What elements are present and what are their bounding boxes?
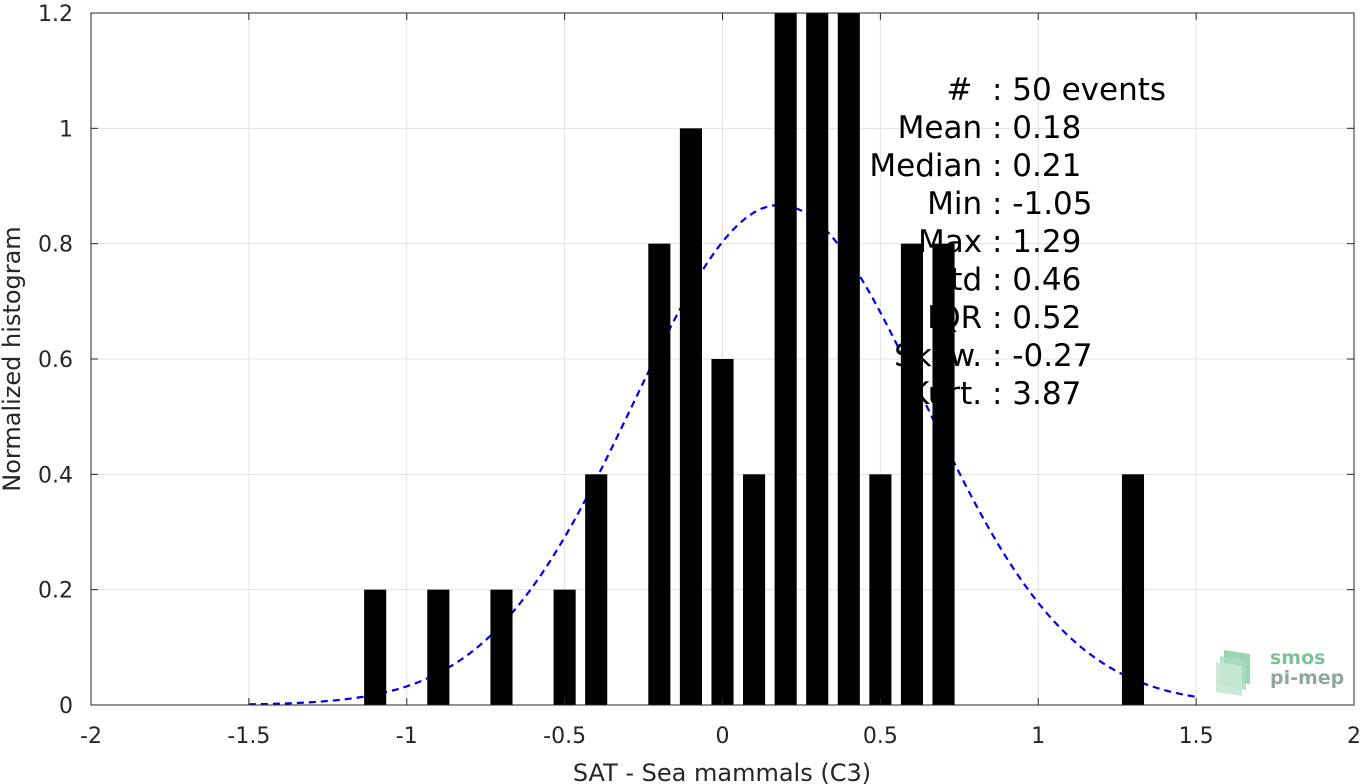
y-axis-label: Normalized histogram [0, 226, 26, 491]
x-tick-label: 0.5 [863, 724, 898, 749]
y-tick-label: 0.6 [38, 348, 73, 373]
histogram-bar [806, 13, 829, 705]
y-tick-label: 0 [59, 694, 73, 719]
histogram-bar [364, 589, 387, 705]
stat-value: : 1.29 [992, 224, 1082, 260]
normal-fit-curve [248, 203, 1197, 706]
stat-value: : 0.46 [992, 262, 1082, 298]
x-tick-label: -1 [396, 724, 418, 749]
x-tick-label: 0 [716, 724, 730, 749]
logo-icon [1216, 650, 1250, 696]
y-tick-label: 1 [59, 117, 73, 142]
stat-label: Median [869, 148, 992, 184]
stat-value: : 0.21 [992, 148, 1082, 184]
x-tick-label: 1.5 [1179, 724, 1214, 749]
stat-label: Mean [897, 110, 992, 146]
x-tick-label: -0.5 [543, 724, 586, 749]
axes: -2 -1.5 -1 -0.5 0 0.5 1 1.5 2 0 0.2 0.4 0.6 0.8 1 1.2 [38, 2, 1361, 749]
x-tick-label: 2 [1347, 724, 1361, 749]
stat-label: Skew. [894, 338, 992, 374]
stat-value: : 0.18 [992, 110, 1082, 146]
histogram-bar [1121, 474, 1145, 705]
stat-value: : -1.05 [992, 186, 1093, 222]
stat-label: Std [930, 262, 992, 298]
stat-label: Min [927, 186, 992, 222]
fit-curve-layer [248, 203, 1197, 706]
stat-value: : -0.27 [992, 338, 1093, 374]
histogram-bar [837, 13, 860, 705]
histogram-bar [774, 13, 797, 705]
histogram-bar [585, 474, 608, 705]
histogram-bar [648, 243, 671, 705]
y-tick-label: 0.8 [38, 233, 73, 258]
stat-value: : 0.52 [992, 300, 1082, 336]
logo-text-pi-mep: pi-mep [1270, 667, 1345, 689]
stat-label: IQR [927, 300, 992, 336]
histogram-bar [932, 243, 955, 705]
histogram-bar [553, 589, 576, 705]
logo-text-smos: smos [1270, 647, 1326, 669]
stat-label: Max [918, 224, 992, 260]
stat-label: Kurt. [908, 376, 992, 412]
histogram-bar [869, 474, 892, 705]
smos-pi-mep-logo: smos pi-mep [1212, 644, 1352, 700]
histogram-bar [743, 474, 766, 705]
y-tick-label: 1.2 [38, 2, 73, 27]
stat-label: # [946, 72, 992, 108]
axes-box [90, 12, 1355, 706]
x-tick-label: 1 [1031, 724, 1045, 749]
bars-layer [364, 13, 1145, 706]
y-tick-label: 0.4 [38, 463, 73, 488]
histogram-bar [711, 359, 734, 705]
histogram-bar [679, 128, 702, 706]
x-tick-label: -1.5 [227, 724, 270, 749]
stat-value: : 50 events [992, 72, 1167, 108]
y-tick-label: 0.2 [38, 579, 73, 604]
x-tick-label: -2 [80, 724, 102, 749]
histogram-bar [900, 243, 924, 705]
histogram-bar [490, 589, 513, 705]
stat-value: : 3.87 [992, 376, 1082, 412]
histogram-bar [427, 589, 450, 705]
x-axis-label: SAT - Sea mammals (C3) [573, 759, 871, 784]
